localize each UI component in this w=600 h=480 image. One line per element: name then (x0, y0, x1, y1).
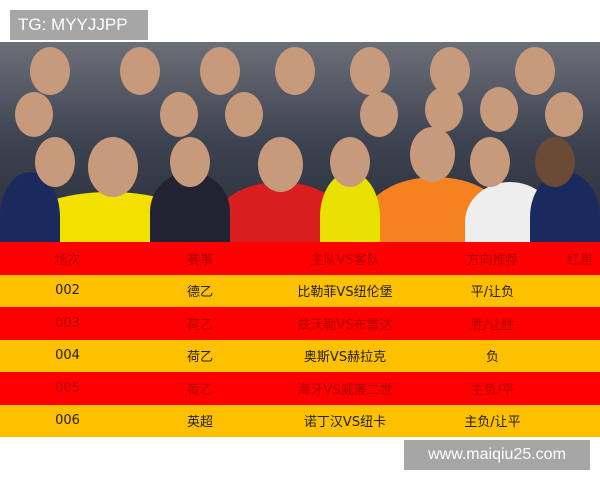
table-row: 002 德乙 比勒菲VS纽伦堡 平/让负 (0, 274, 600, 307)
cell-no: 005 (55, 380, 80, 396)
table-row: 006 英超 诺丁汉VS纽卡 主负/让平 (0, 404, 600, 437)
cell-league: 德乙 (186, 285, 213, 301)
football-players-collage-image (0, 42, 600, 242)
header-league: 赛事 (186, 252, 213, 268)
cell-league: 荷乙 (186, 382, 213, 398)
cell-league: 荷乙 (186, 317, 213, 333)
cell-match: 海牙VS威廉二世 (297, 382, 393, 398)
cell-no: 002 (55, 283, 80, 299)
watermark-top: TG: MYYJJPP (10, 10, 148, 40)
table-row: 004 荷乙 奥斯VS赫拉克 负 (0, 339, 600, 372)
cell-league: 荷乙 (186, 350, 213, 366)
cell-match: 诺丁汉VS纽卡 (303, 415, 387, 431)
header-pick: 方向推荐 (466, 252, 519, 268)
cell-no: 004 (55, 348, 80, 364)
cell-pick: 负 (485, 350, 499, 366)
cell-match: 比勒菲VS纽伦堡 (297, 285, 393, 301)
cell-match: 兹沃勒VS布雷达 (297, 317, 393, 333)
cell-pick: 主负/平 (470, 382, 515, 398)
cell-pick: 胜/让胜 (470, 317, 515, 333)
recommendation-table: 场次 赛事 主队VS客队 方向推荐 红黑 002 德乙 比勒菲VS纽伦堡 平/让… (0, 242, 600, 437)
cell-no: 006 (55, 413, 80, 429)
cell-pick: 平/让负 (470, 285, 515, 301)
watermark-bottom: www.maiqiu25.com (404, 440, 590, 470)
table-row: 003 荷乙 兹沃勒VS布雷达 胜/让胜 (0, 307, 600, 340)
cell-match: 奥斯VS赫拉克 (303, 350, 387, 366)
header-no: 场次 (54, 252, 81, 268)
header-match: 主队VS客队 (310, 252, 380, 268)
cell-no: 003 (55, 315, 80, 331)
header-result: 红黑 (566, 252, 593, 268)
cell-league: 英超 (186, 415, 213, 431)
table-row: 005 荷乙 海牙VS威廉二世 主负/平 (0, 372, 600, 405)
table-header-row: 场次 赛事 主队VS客队 方向推荐 红黑 (0, 242, 600, 275)
cell-pick: 主负/让平 (464, 415, 521, 431)
